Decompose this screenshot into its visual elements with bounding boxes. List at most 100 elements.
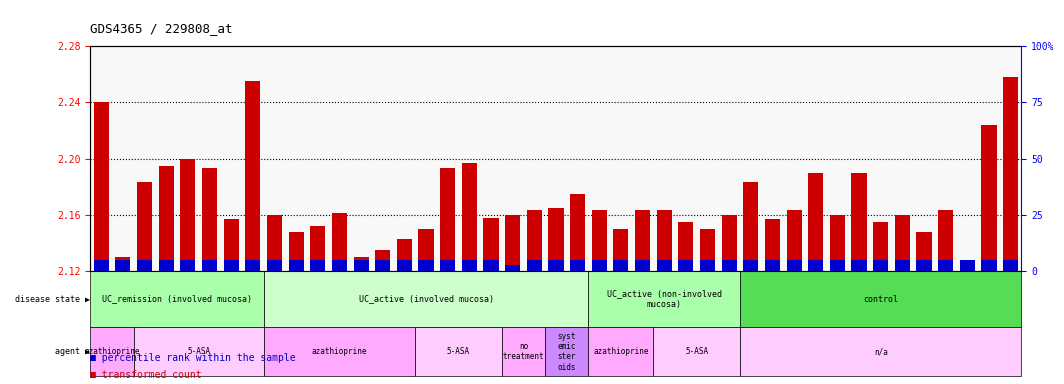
Text: UC_active (involved mucosa): UC_active (involved mucosa): [359, 295, 494, 303]
Bar: [548, 260, 564, 271]
Text: syst
emic
ster
oids: syst emic ster oids: [558, 332, 576, 372]
Text: 5-ASA: 5-ASA: [685, 347, 709, 356]
Bar: [809, 172, 824, 271]
FancyBboxPatch shape: [588, 271, 739, 327]
Bar: [527, 210, 542, 271]
Bar: [115, 257, 131, 271]
Bar: [656, 210, 671, 271]
Bar: [765, 219, 780, 271]
Bar: [744, 260, 759, 271]
Bar: [916, 260, 932, 271]
Bar: [1003, 260, 1018, 271]
Bar: [678, 260, 694, 271]
FancyBboxPatch shape: [739, 327, 1021, 376]
Bar: [245, 260, 261, 271]
Bar: [288, 260, 303, 271]
Bar: [180, 260, 196, 271]
Text: azathioprine: azathioprine: [84, 347, 139, 356]
Bar: [981, 260, 997, 271]
Bar: [786, 260, 801, 271]
Bar: [635, 260, 650, 271]
Bar: [462, 260, 477, 271]
Bar: [202, 168, 217, 271]
Bar: [311, 260, 326, 271]
Bar: [223, 260, 238, 271]
FancyBboxPatch shape: [502, 327, 545, 376]
Bar: [115, 260, 131, 271]
Bar: [397, 238, 412, 271]
Bar: [159, 166, 173, 271]
Bar: [851, 260, 867, 271]
Bar: [1003, 77, 1018, 271]
FancyBboxPatch shape: [415, 327, 502, 376]
Bar: [700, 229, 715, 271]
Bar: [809, 260, 824, 271]
Text: GDS4365 / 229808_at: GDS4365 / 229808_at: [90, 22, 233, 35]
Bar: [700, 260, 715, 271]
Bar: [376, 260, 390, 271]
Bar: [353, 257, 368, 271]
Bar: [505, 215, 520, 271]
FancyBboxPatch shape: [739, 271, 1021, 327]
Bar: [938, 260, 953, 271]
FancyBboxPatch shape: [134, 327, 264, 376]
Text: azathioprine: azathioprine: [593, 347, 649, 356]
Bar: [245, 81, 261, 271]
Bar: [570, 194, 585, 271]
Bar: [353, 260, 368, 271]
Bar: [981, 125, 997, 271]
FancyBboxPatch shape: [545, 327, 588, 376]
Bar: [895, 260, 910, 271]
Bar: [418, 260, 434, 271]
Bar: [137, 260, 152, 271]
Text: 5-ASA: 5-ASA: [447, 347, 470, 356]
Bar: [851, 172, 867, 271]
FancyBboxPatch shape: [264, 271, 588, 327]
Bar: [440, 260, 455, 271]
Bar: [830, 260, 845, 271]
Bar: [874, 222, 888, 271]
Bar: [397, 260, 412, 271]
Bar: [656, 260, 671, 271]
Bar: [830, 215, 845, 271]
Bar: [613, 229, 629, 271]
Text: control: control: [863, 295, 898, 303]
Bar: [895, 215, 910, 271]
Bar: [874, 260, 888, 271]
Bar: [592, 260, 606, 271]
Bar: [548, 208, 564, 271]
Text: 5-ASA: 5-ASA: [187, 347, 211, 356]
Bar: [592, 210, 606, 271]
Bar: [527, 260, 542, 271]
Bar: [288, 232, 303, 271]
Bar: [267, 215, 282, 271]
Bar: [570, 260, 585, 271]
Bar: [332, 213, 347, 271]
Bar: [159, 260, 173, 271]
Bar: [483, 260, 499, 271]
Bar: [311, 226, 326, 271]
Bar: [505, 265, 520, 271]
Bar: [721, 260, 736, 271]
Bar: [721, 215, 736, 271]
Bar: [94, 260, 109, 271]
FancyBboxPatch shape: [653, 327, 739, 376]
FancyBboxPatch shape: [588, 327, 653, 376]
FancyBboxPatch shape: [90, 327, 134, 376]
FancyBboxPatch shape: [264, 327, 415, 376]
Bar: [202, 260, 217, 271]
Text: ■ transformed count: ■ transformed count: [90, 370, 202, 380]
Bar: [418, 229, 434, 271]
Bar: [267, 260, 282, 271]
Bar: [223, 219, 238, 271]
Bar: [180, 159, 196, 271]
Text: UC_active (non-involved
mucosa): UC_active (non-involved mucosa): [606, 289, 721, 309]
Bar: [678, 222, 694, 271]
Text: azathioprine: azathioprine: [312, 347, 367, 356]
Bar: [613, 260, 629, 271]
Text: n/a: n/a: [874, 347, 887, 356]
Bar: [744, 182, 759, 271]
Bar: [938, 210, 953, 271]
Bar: [960, 261, 975, 271]
Text: UC_remission (involved mucosa): UC_remission (involved mucosa): [102, 295, 252, 303]
